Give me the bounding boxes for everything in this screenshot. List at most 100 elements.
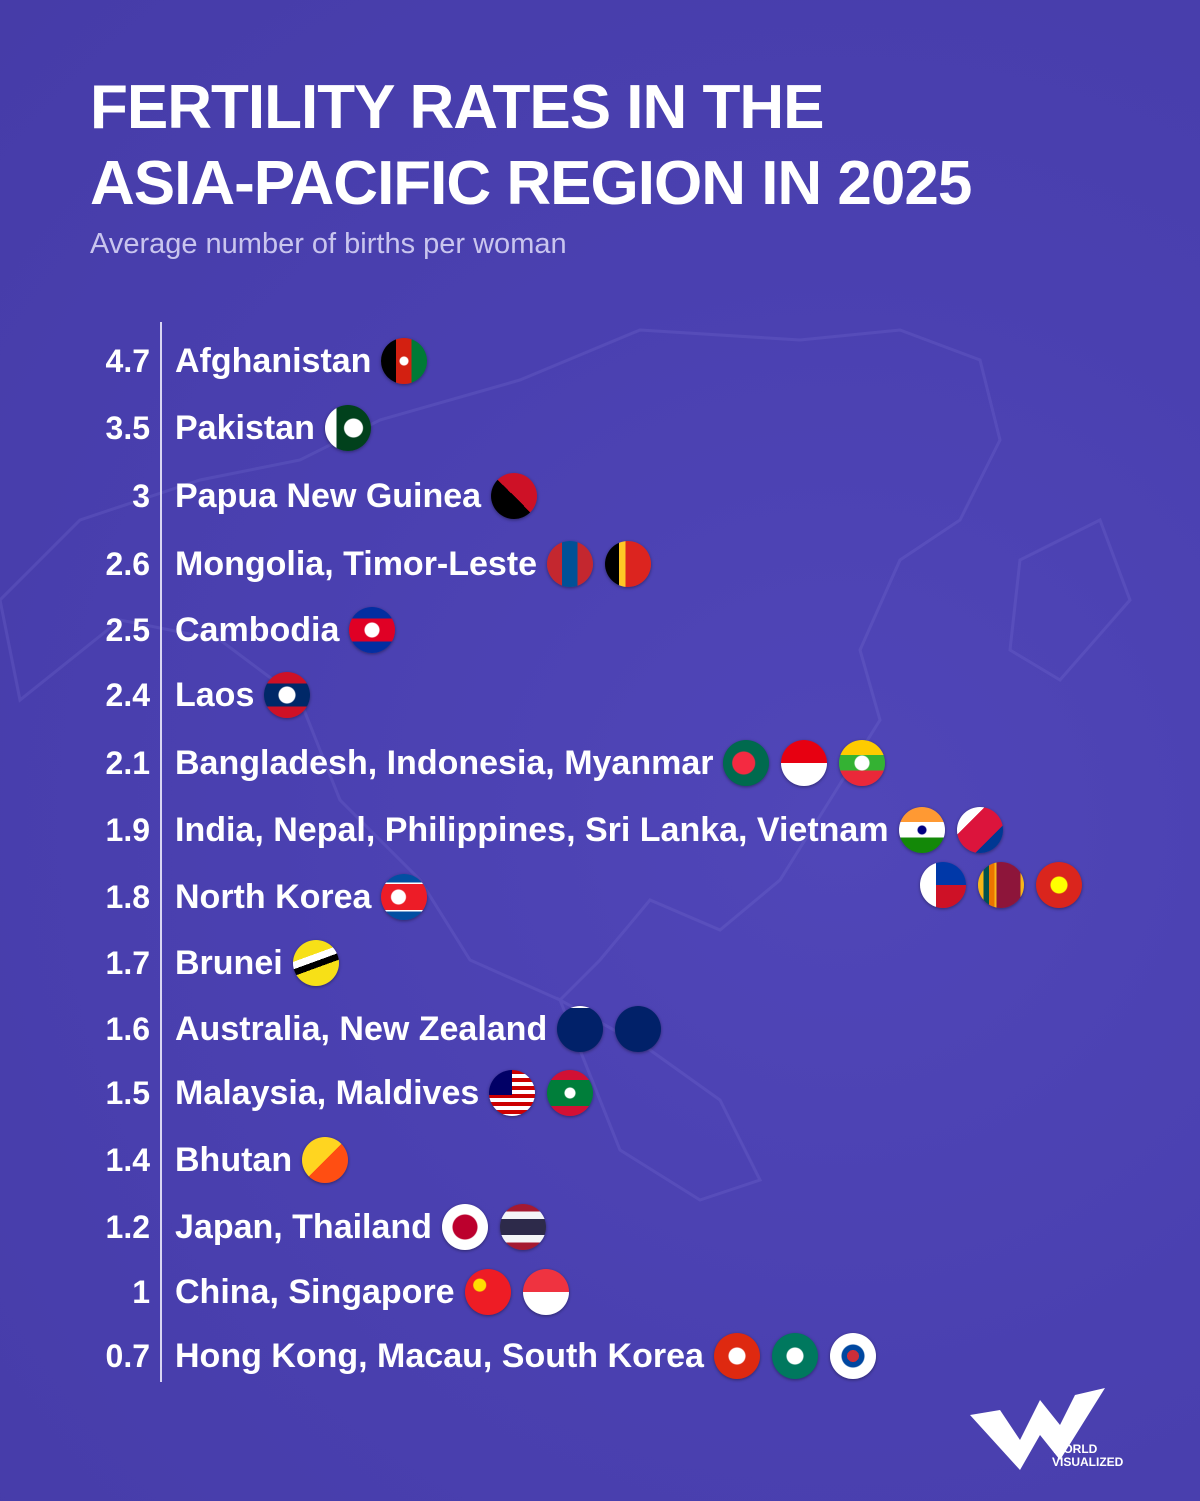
- country-names: Bangladesh, Indonesia, Myanmar: [175, 743, 714, 782]
- flag-group: [349, 607, 396, 653]
- fertility-value: 1.7: [105, 944, 150, 981]
- country-label: Papua New Guinea: [175, 473, 538, 519]
- flag-laos-icon: [264, 672, 311, 718]
- fertility-value: 1.6: [105, 1010, 150, 1047]
- chart-title: FERTILITY RATES IN THE ASIA-PACIFIC REGI…: [90, 70, 972, 222]
- flag-vietnam-icon: [1036, 862, 1082, 908]
- flag-newzealand-icon: [615, 1006, 662, 1052]
- flag-pakistan-icon: [324, 405, 371, 451]
- flag-group: [292, 940, 339, 986]
- fertility-value: 2.4: [105, 676, 150, 713]
- logo-text-world: WORLD: [1052, 1442, 1098, 1456]
- fertility-value: 1: [132, 1273, 150, 1310]
- world-visualized-logo: [970, 1388, 1105, 1470]
- flag-myanmar-icon: [839, 740, 886, 786]
- flag-group: [381, 874, 428, 920]
- country-names: Brunei: [175, 943, 283, 982]
- flag-timor-icon: [605, 541, 652, 587]
- country-label: North Korea: [175, 874, 428, 920]
- country-names: China, Singapore: [175, 1272, 455, 1311]
- flag-group: [489, 1070, 594, 1116]
- fertility-value: 4.7: [105, 342, 150, 379]
- flag-india-icon: [898, 807, 945, 853]
- flag-maldives-icon: [547, 1070, 594, 1116]
- flag-bhutan-icon: [302, 1137, 349, 1183]
- country-names: Australia, New Zealand: [175, 1009, 548, 1048]
- country-label: Malaysia, Maldives: [175, 1070, 594, 1116]
- country-names: Malaysia, Maldives: [175, 1073, 480, 1112]
- chart-subtitle: Average number of births per woman: [90, 228, 567, 260]
- country-names: Japan, Thailand: [175, 1207, 432, 1246]
- country-label: Australia, New Zealand: [175, 1006, 662, 1052]
- flag-group: [441, 1204, 546, 1250]
- fertility-value: 0.7: [105, 1337, 150, 1374]
- flag-southkorea-icon: [829, 1333, 876, 1379]
- country-names: Bhutan: [175, 1140, 293, 1179]
- logo-text-visualized: VISUALIZED: [1052, 1455, 1124, 1469]
- flag-group: [464, 1269, 569, 1315]
- flag-group: [302, 1137, 349, 1183]
- flag-nepal-icon: [956, 807, 1003, 853]
- country-names: Afghanistan: [175, 341, 372, 380]
- flag-japan-icon: [441, 1204, 488, 1250]
- flag-group: [324, 405, 371, 451]
- flag-group: [723, 740, 886, 786]
- country-label: Japan, Thailand: [175, 1204, 546, 1250]
- country-label: India, Nepal, Philippines, Sri Lanka, Vi…: [175, 807, 1003, 853]
- flag-malaysia-icon: [489, 1070, 536, 1116]
- fertility-value: 2.5: [105, 611, 150, 648]
- country-label: Laos: [175, 672, 311, 718]
- country-names: Laos: [175, 675, 255, 714]
- fertility-value: 2.1: [105, 744, 150, 781]
- flag-group: [264, 672, 311, 718]
- country-names: Pakistan: [175, 408, 315, 447]
- flag-brunei-icon: [292, 940, 339, 986]
- country-label: China, Singapore: [175, 1269, 569, 1315]
- flag-group: [381, 338, 428, 384]
- flag-cambodia-icon: [349, 607, 396, 653]
- flag-philippines-icon: [920, 862, 966, 908]
- flag-hongkong-icon: [713, 1333, 760, 1379]
- flag-northkorea-icon: [381, 874, 428, 920]
- title-line-1: FERTILITY RATES IN THE: [90, 73, 825, 142]
- logo-text: WORLD VISUALIZED: [1052, 1443, 1123, 1469]
- flag-indonesia-icon: [781, 740, 828, 786]
- fertility-value: 1.5: [105, 1074, 150, 1111]
- fertility-value: 1.2: [105, 1208, 150, 1245]
- flag-afghanistan-icon: [381, 338, 428, 384]
- axis-divider: [160, 322, 162, 1382]
- fertility-value: 1.8: [105, 878, 150, 915]
- country-label: Bangladesh, Indonesia, Myanmar: [175, 740, 886, 786]
- country-names: North Korea: [175, 877, 372, 916]
- fertility-value: 1.9: [105, 811, 150, 848]
- country-label: Cambodia: [175, 607, 396, 653]
- country-label: Hong Kong, Macau, South Korea: [175, 1333, 876, 1379]
- country-names: Papua New Guinea: [175, 476, 482, 515]
- flag-macau-icon: [771, 1333, 818, 1379]
- flag-group: [713, 1333, 876, 1379]
- country-names: Cambodia: [175, 610, 340, 649]
- flag-group: [898, 807, 1003, 853]
- country-names: India, Nepal, Philippines, Sri Lanka, Vi…: [175, 810, 889, 849]
- country-label: Brunei: [175, 940, 339, 986]
- flag-china-icon: [464, 1269, 511, 1315]
- country-label: Pakistan: [175, 405, 371, 451]
- fertility-value: 2.6: [105, 545, 150, 582]
- flag-bangladesh-icon: [723, 740, 770, 786]
- flag-group: [547, 541, 652, 587]
- title-line-2: ASIA-PACIFIC REGION IN 2025: [90, 149, 972, 218]
- fertility-value: 1.4: [105, 1141, 150, 1178]
- country-names: Mongolia, Timor-Leste: [175, 544, 538, 583]
- flag-srilanka-icon: [978, 862, 1024, 908]
- flag-australia-icon: [557, 1006, 604, 1052]
- country-names: Hong Kong, Macau, South Korea: [175, 1336, 704, 1375]
- wrapped-flags: [920, 862, 1082, 908]
- flag-singapore-icon: [522, 1269, 569, 1315]
- flag-mongolia-icon: [547, 541, 594, 587]
- flag-group: [557, 1006, 662, 1052]
- country-label: Afghanistan: [175, 338, 428, 384]
- flag-png-icon: [491, 473, 538, 519]
- flag-group: [491, 473, 538, 519]
- fertility-value: 3: [132, 477, 150, 514]
